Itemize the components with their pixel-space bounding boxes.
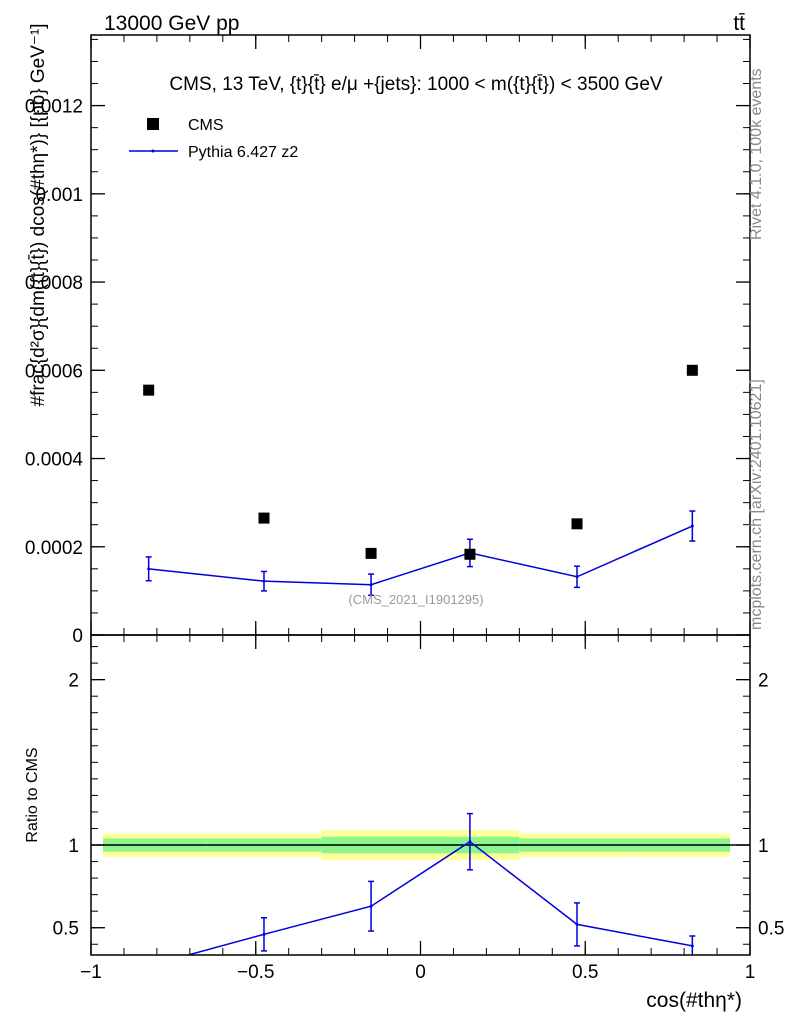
pythia-point <box>262 579 266 583</box>
ratio-y-tick-label-right: 1 <box>758 836 769 857</box>
main-y-tick-label: 0.0008 <box>25 273 83 294</box>
ratio-pythia-point <box>369 904 373 908</box>
main-axis-ticks: 0 0.0002 0.0004 0.0006 0.0008 0.001 0.0012 <box>25 35 751 647</box>
pythia-point <box>147 567 151 571</box>
main-y-tick-label: 0.0002 <box>25 538 83 559</box>
pythia-point <box>575 575 579 579</box>
ratio-y-tick-label: 2 <box>68 671 79 692</box>
cms-data-point <box>143 384 155 396</box>
main-panel: 0 0.0002 0.0004 0.0006 0.0008 0.001 0.0012 CMS… <box>25 24 751 647</box>
ratio-pythia-point <box>690 944 694 948</box>
source-label: mcplots.cern.ch [arXiv:2401.10621] <box>748 379 765 630</box>
legend: CMS Pythia 6.427 z2 <box>129 117 298 161</box>
ratio-axis-ticks: 0.5 0.5 1 1 2 2 −1 −0.5 0 0.5 1 <box>53 635 784 983</box>
cms-data-point <box>258 512 270 524</box>
main-y-tick-label: 0.0004 <box>25 450 84 471</box>
analysis-watermark: (CMS_2021_I1901295) <box>348 592 483 607</box>
cms-data-point <box>365 547 377 559</box>
pythia-line <box>148 525 693 586</box>
ratio-frame <box>90 634 751 956</box>
ratio-y-tick-label: 0.5 <box>53 919 79 940</box>
main-y-tick-label: 0.001 <box>35 185 83 206</box>
ratio-data-layer <box>91 812 750 967</box>
legend-pythia-marker <box>151 149 155 153</box>
cms-data-point <box>686 364 698 376</box>
header-process-label: tt̄ <box>733 12 745 35</box>
header-energy-label: 13000 GeV pp <box>104 12 239 35</box>
x-tick-label: 0.5 <box>572 962 598 983</box>
x-tick-label: −1 <box>80 962 102 983</box>
ratio-pythia-point <box>147 964 150 967</box>
main-y-tick-label: 0 <box>72 626 83 647</box>
ratio-pythia-point <box>575 922 579 926</box>
pythia-point <box>369 583 373 587</box>
main-y-tick-label: 0.0006 <box>25 361 83 382</box>
cms-data-point <box>464 548 476 560</box>
legend-pythia-label: Pythia 6.427 z2 <box>188 144 298 161</box>
main-y-tick-label: 0.0012 <box>25 97 83 118</box>
x-tick-label: −0.5 <box>237 962 275 983</box>
legend-cms-label: CMS <box>188 117 224 134</box>
ratio-panel: 0.5 0.5 1 1 2 2 −1 −0.5 0 0.5 1 Ratio to CMS cos(#… <box>24 634 784 1012</box>
chart-title: CMS, 13 TeV, {t}{t̄} e/μ +{jets}: 1000 <… <box>169 74 662 95</box>
x-tick-label: 0 <box>415 962 426 983</box>
x-axis-label: cos(#thη*) <box>646 989 742 1012</box>
x-tick-label: 1 <box>745 962 756 983</box>
ratio-pythia-point <box>262 932 266 936</box>
rivet-version-label: Rivet 4.1.0, 100k events <box>748 68 765 240</box>
ratio-y-axis-label: Ratio to CMS <box>24 747 41 842</box>
ratio-y-tick-label-right: 2 <box>758 671 769 692</box>
main-y-axis-label: #frac{d²σ}{dm({t}{t̄}) dcos(#thη*)} [{pb… <box>28 24 49 407</box>
ratio-y-tick-label: 1 <box>68 836 79 857</box>
ratio-pythia-line <box>185 840 693 955</box>
main-data-layer <box>143 364 698 597</box>
ratio-pythia-point <box>468 840 472 844</box>
legend-cms-marker <box>147 118 159 130</box>
pythia-point <box>690 524 694 528</box>
cms-data-point <box>571 518 583 530</box>
ratio-y-tick-label-right: 0.5 <box>758 919 784 940</box>
